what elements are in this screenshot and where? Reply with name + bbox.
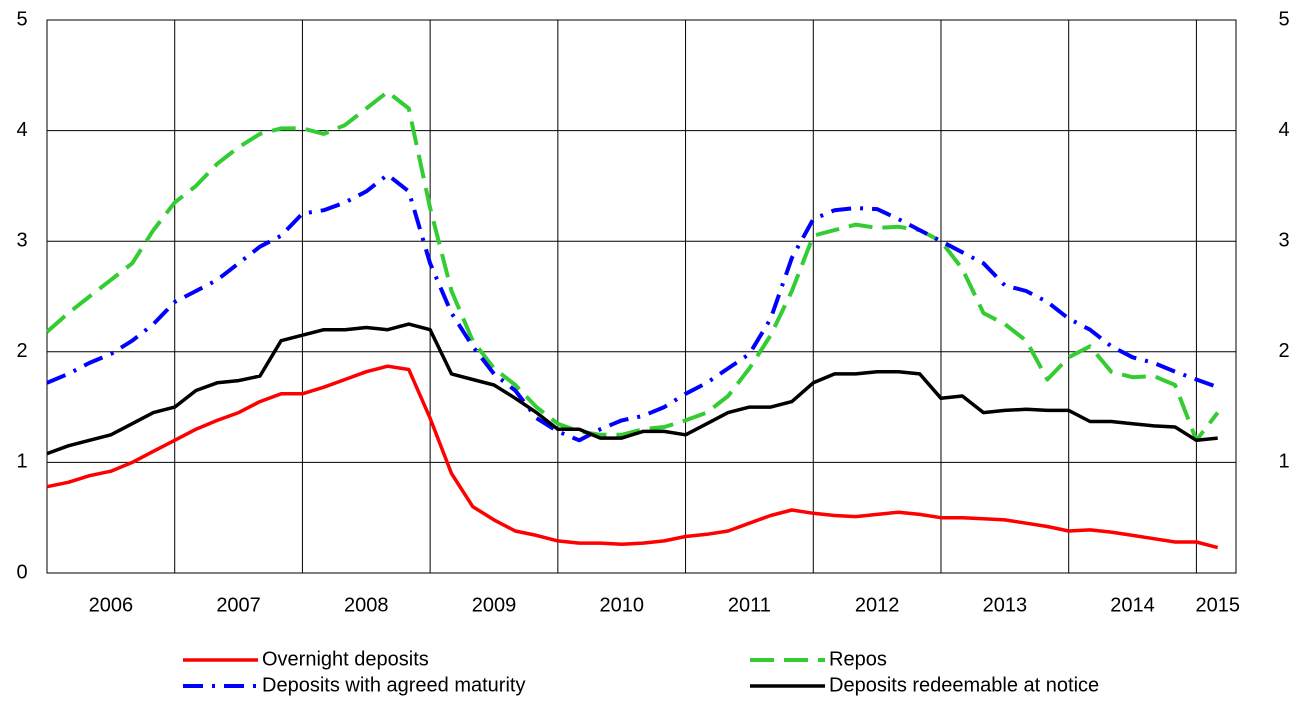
legend-label: Repos <box>829 648 887 670</box>
y2-tick-label: 2 <box>1278 340 1289 362</box>
y2-tick-label: 3 <box>1278 229 1289 251</box>
y-tick-label: 2 <box>16 340 27 362</box>
series-line <box>46 322 1218 456</box>
y2-tick-label: 1 <box>1278 451 1289 473</box>
series-line <box>46 364 1219 550</box>
x-tick-label: 2008 <box>344 594 389 616</box>
legend-label: Overnight deposits <box>262 648 429 670</box>
x-tick-label: 2011 <box>728 594 771 616</box>
y-tick-label: 0 <box>16 561 27 583</box>
x-tick-label: 2007 <box>216 594 261 616</box>
series-line <box>46 172 1219 443</box>
y2-tick-label: 5 <box>1278 8 1289 30</box>
y-tick-label: 5 <box>16 8 27 30</box>
legend-label: Deposits with agreed maturity <box>262 674 525 696</box>
x-tick-label: 2009 <box>472 594 517 616</box>
x-tick-label: 2014 <box>1110 594 1155 616</box>
series-line <box>45 89 1220 443</box>
x-tick-label: 2010 <box>599 594 644 616</box>
plot-frame <box>46 19 1237 574</box>
y-tick-label: 4 <box>16 119 27 141</box>
y-tick-label: 1 <box>16 451 27 473</box>
y2-tick-label: 4 <box>1278 119 1289 141</box>
legend-label: Deposits redeemable at notice <box>829 674 1099 696</box>
y-tick-label: 3 <box>16 229 27 251</box>
x-tick-label: 2012 <box>855 594 900 616</box>
x-tick-label: 2013 <box>983 594 1028 616</box>
x-tick-label: 2015 <box>1195 594 1240 616</box>
x-tick-label: 2006 <box>89 594 134 616</box>
